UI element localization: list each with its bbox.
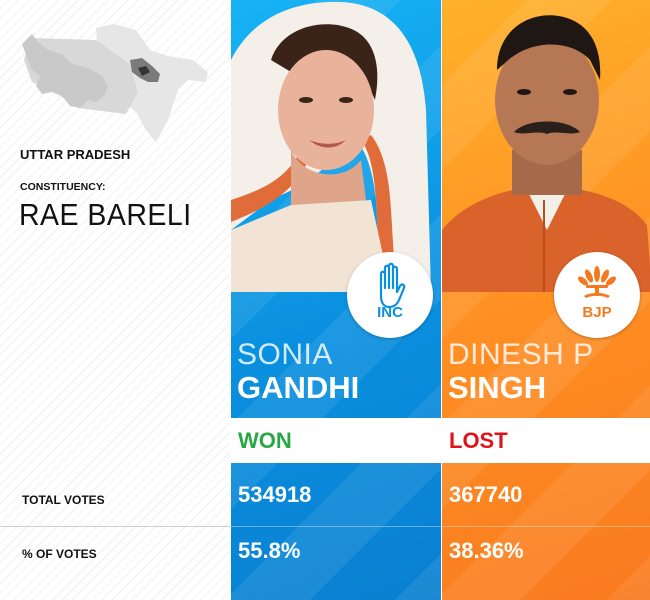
india-map-icon	[22, 24, 208, 142]
total-votes-bjp: 367740	[449, 482, 523, 507]
candidate-photo-inc	[231, 1, 431, 292]
result-status-inc: WON	[238, 428, 292, 453]
constituency-name: RAE BARELI	[19, 197, 192, 232]
candidate-photo-bjp	[442, 15, 650, 292]
candidate-last-name-inc: GANDHI	[237, 370, 360, 405]
result-bar-inc: WON	[231, 418, 441, 463]
lotus-symbol-icon	[578, 266, 616, 298]
party-label-inc: INC	[377, 304, 403, 321]
cell-divider	[231, 526, 441, 527]
total-votes-inc: 534918	[238, 482, 312, 507]
result-status-bjp: LOST	[449, 428, 508, 453]
pct-votes-label: % OF VOTES	[22, 547, 97, 561]
hand-symbol-icon	[379, 262, 406, 309]
pct-votes-inc: 55.8%	[238, 538, 301, 563]
total-votes-label: TOTAL VOTES	[22, 493, 105, 507]
result-bar-bjp: LOST	[442, 418, 650, 463]
state-name: UTTAR PRADESH	[20, 147, 131, 162]
candidate-last-name-bjp: SINGH	[448, 370, 547, 405]
cell-divider	[442, 526, 650, 527]
candidate-card-inc: INC SONIA GANDHI WON 534918 55.8%	[231, 0, 441, 600]
party-badge-bjp: BJP	[554, 252, 640, 338]
party-badge-inc: INC	[347, 252, 433, 338]
candidate-first-name-bjp: DINESH P	[448, 338, 594, 371]
party-label-bjp: BJP	[582, 304, 612, 321]
pct-votes-bjp: 38.36%	[449, 538, 524, 563]
candidate-first-name-inc: SONIA	[237, 338, 333, 371]
candidate-card-bjp: BJP DINESH P SINGH LOST 367740 38.36%	[442, 0, 650, 600]
constituency-label: CONSTITUENCY:	[20, 181, 106, 193]
constituency-panel: UTTAR PRADESH CONSTITUENCY: RAE BARELI T…	[0, 0, 230, 600]
